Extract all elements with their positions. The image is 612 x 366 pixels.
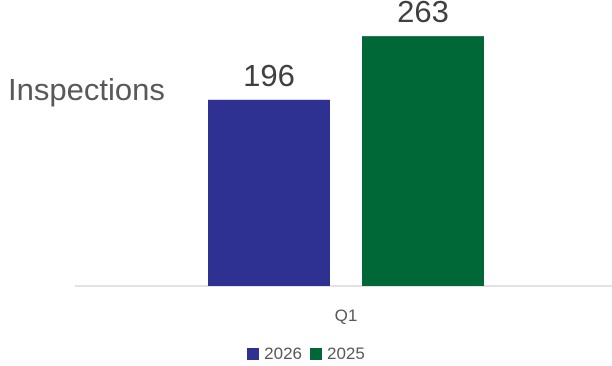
bar-2026: [208, 99, 330, 286]
legend-label: 2025: [327, 344, 365, 363]
legend-item-2026: 2026: [247, 344, 302, 364]
legend-label: 2026: [264, 344, 302, 363]
legend-swatch: [247, 348, 260, 360]
data-label-2026: 196: [243, 58, 295, 93]
legend: 2026 2025: [0, 344, 612, 365]
bar-chart: 196 263 Q1: [75, 0, 612, 325]
legend-swatch: [310, 348, 322, 360]
x-tick-label: Q1: [335, 306, 358, 325]
legend-item-2025: 2025: [310, 344, 365, 364]
data-label-2025: 263: [397, 0, 449, 29]
bar-2025: [362, 36, 484, 287]
y-axis-title: Inspections: [8, 72, 165, 107]
